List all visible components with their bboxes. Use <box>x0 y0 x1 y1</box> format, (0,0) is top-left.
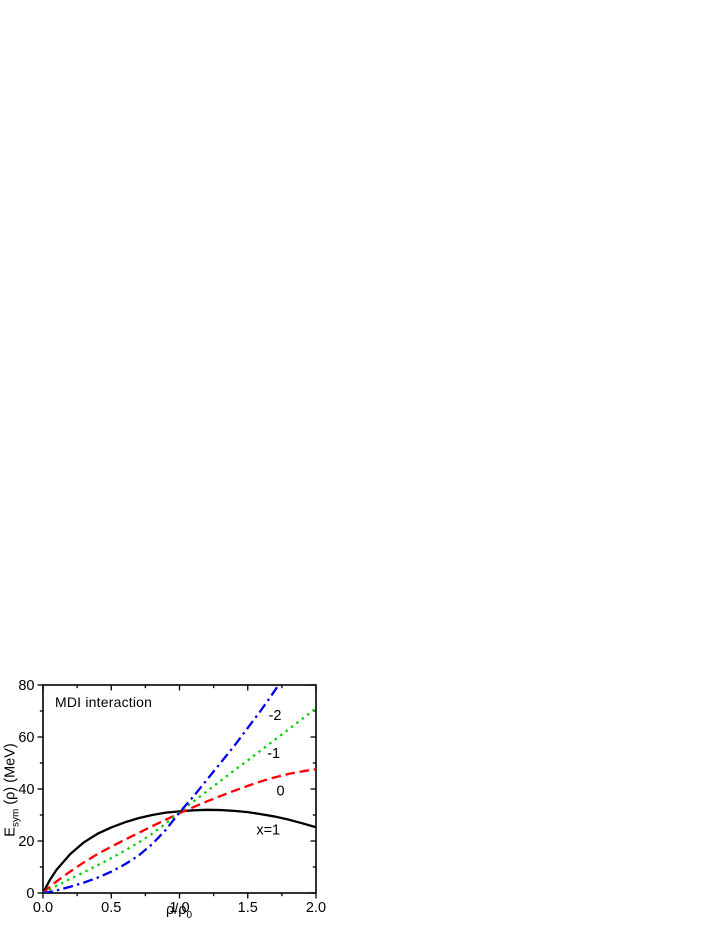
y-tick-label: 80 <box>18 678 34 694</box>
curve-label: x=1 <box>256 823 280 839</box>
x-axis-label-sub: 0 <box>186 909 193 921</box>
chart-canvas: 0.0 0.5 1.0 1.5 2.0 0 20 40 60 80 -2 -1 0 x=1 <box>18 678 326 916</box>
curve-label: 0 <box>276 784 284 800</box>
x-axis-label-main: ρ/ρ <box>165 902 187 918</box>
curve-label: -2 <box>269 708 282 724</box>
y-axis-label-rest: (ρ) (MeV) <box>2 743 19 809</box>
y-tick-label: 0 <box>26 886 34 902</box>
y-tick-label: 20 <box>18 834 34 850</box>
y-axis-label: Esym (ρ) (MeV) <box>3 743 22 836</box>
x-tick-label: 0.5 <box>101 900 121 916</box>
x-tick-label: 2.0 <box>306 900 326 916</box>
x-tick-label: 0.0 <box>33 900 53 916</box>
series-line-x=-2 <box>43 685 281 893</box>
x-tick-label: 1.5 <box>238 900 258 916</box>
symmetry-energy-figure: 0.0 0.5 1.0 1.5 2.0 0 20 40 60 80 -2 -1 0 x=1 MDI int… <box>0 650 361 935</box>
chart-title: MDI interaction <box>55 694 153 710</box>
x-axis-label: ρ/ρ0 <box>166 902 192 921</box>
x-tick-label: 1.0 <box>169 900 189 916</box>
y-axis-label-sub: sym <box>10 808 22 828</box>
series-line-x=-1 <box>43 707 316 893</box>
y-axis-label-main: E <box>2 827 19 837</box>
series-line-x=1 <box>43 808 316 893</box>
y-tick-label: 60 <box>18 730 34 746</box>
y-tick-label: 40 <box>18 782 34 798</box>
curve-label: -1 <box>267 746 280 762</box>
series-line-x=0 <box>43 768 316 893</box>
